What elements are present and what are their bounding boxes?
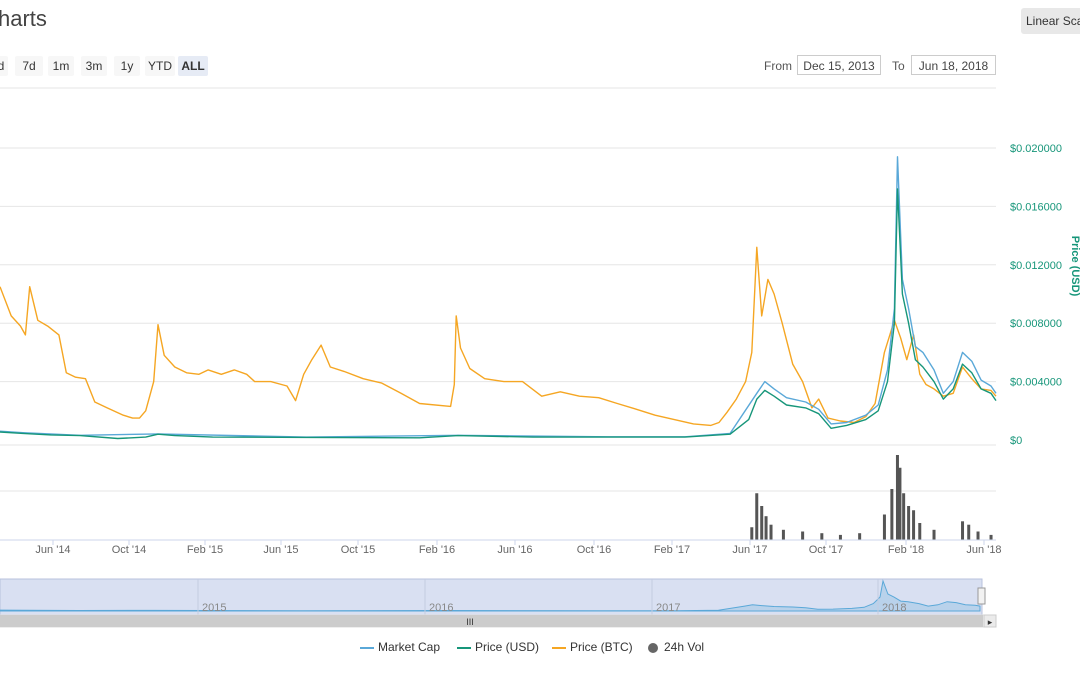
- navigator-years: 2015 2016 2017 2018: [197, 579, 906, 615]
- volume-bar: [932, 529, 936, 540]
- zoom-3m-button[interactable]: 3m: [81, 56, 107, 76]
- x-tick-label: Jun '16: [497, 544, 532, 556]
- chevron-right-icon[interactable]: ▸: [988, 617, 993, 627]
- to-label: To: [892, 59, 905, 73]
- y-axis-ticks: $0 $0.004000 $0.008000 $0.012000 $0.016000 $0…: [1010, 143, 1062, 447]
- volume-bar: [838, 534, 842, 540]
- x-axis-ticks: Jun '14 Oct '14 Feb '15 Jun '15 Oct '15 Feb '…: [35, 540, 1002, 556]
- x-tick-label: Oct '16: [577, 544, 612, 556]
- volume-bar: [858, 533, 862, 540]
- zoom-1m-button[interactable]: 1m: [48, 56, 74, 76]
- volume-bars: [750, 455, 993, 540]
- legend-24h-vol[interactable]: 24h Vol: [648, 640, 704, 654]
- linear-scale-button[interactable]: Linear Scale: [1021, 8, 1080, 34]
- navigator-year-label: 2018: [882, 602, 906, 614]
- volume-bar: [769, 524, 773, 540]
- y-tick-label: $0.020000: [1010, 143, 1062, 155]
- navigator-year-label: 2015: [202, 602, 226, 614]
- zoom-all-button[interactable]: ALL: [178, 56, 208, 76]
- volume-bar: [801, 531, 805, 540]
- x-tick-label: Feb '17: [654, 544, 690, 556]
- line-swatch-icon: [457, 646, 471, 649]
- zoom-1y-button[interactable]: 1y: [114, 56, 140, 76]
- y-tick-label: $0.008000: [1010, 318, 1062, 330]
- volume-bar: [890, 489, 894, 540]
- volume-bar: [760, 506, 764, 540]
- legend-price-usd[interactable]: Price (USD): [457, 640, 539, 654]
- gridlines: [0, 87, 996, 446]
- volume-bar: [918, 523, 922, 540]
- dot-swatch-icon: [648, 642, 658, 653]
- scrollbar-right-button[interactable]: [983, 614, 997, 628]
- volume-bar: [882, 514, 886, 540]
- navigator-line: [0, 579, 981, 612]
- x-tick-label: Oct '14: [112, 544, 147, 556]
- navigator-right-handle[interactable]: [977, 587, 986, 605]
- page-title: harts: [0, 6, 47, 31]
- chart-legend: Market Cap Price (USD) Price (BTC) 24h V…: [0, 640, 1080, 658]
- navigator-year-label: 2016: [429, 602, 453, 614]
- series-line-price-usd: [0, 188, 997, 440]
- volume-bar: [967, 524, 971, 540]
- line-swatch-icon: [360, 646, 374, 649]
- volume-bar: [902, 493, 906, 540]
- series-lines: [0, 156, 997, 440]
- legend-price-btc[interactable]: Price (BTC): [552, 640, 633, 654]
- x-tick-label: Jun '15: [263, 544, 298, 556]
- volume-bar: [820, 533, 824, 540]
- volume-bar: [781, 529, 785, 540]
- y-tick-label: $0.004000: [1010, 377, 1062, 389]
- legend-market-cap[interactable]: Market Cap: [360, 640, 440, 654]
- line-swatch-icon: [552, 646, 566, 649]
- volume-bar: [989, 534, 993, 540]
- volume-bar: [912, 510, 916, 540]
- volume-bar: [755, 493, 759, 540]
- volume-bar: [764, 516, 768, 540]
- x-tick-label: Jun '17: [732, 544, 767, 556]
- volume-bar: [750, 527, 754, 540]
- volume-bar: [976, 531, 980, 540]
- x-tick-label: Jun '14: [35, 544, 70, 556]
- x-tick-label: Feb '18: [888, 544, 924, 556]
- y-axis-title: Price (USD): [1069, 236, 1080, 297]
- x-tick-label: Feb '16: [419, 544, 455, 556]
- x-tick-label: Jun '18: [966, 544, 1001, 556]
- zoom-7d-button[interactable]: 7d: [15, 56, 43, 76]
- volume-bar: [895, 455, 899, 540]
- y-tick-label: $0.016000: [1010, 201, 1062, 213]
- volume-bar: [907, 506, 911, 540]
- zoom-ytd-button[interactable]: YTD: [145, 56, 175, 76]
- navigator-scrollbar[interactable]: III ▸: [0, 614, 997, 628]
- x-tick-label: Feb '15: [187, 544, 223, 556]
- x-tick-label: Oct '15: [341, 544, 376, 556]
- y-tick-label: $0.012000: [1010, 260, 1062, 272]
- from-label: From: [764, 59, 792, 73]
- x-tick-label: Oct '17: [809, 544, 844, 556]
- navigator[interactable]: 2015 2016 2017 2018: [0, 578, 986, 616]
- volume-bar: [961, 521, 965, 540]
- to-date-input[interactable]: Jun 18, 2018: [911, 55, 996, 75]
- series-line-market-cap: [0, 156, 997, 438]
- navigator-year-label: 2017: [656, 602, 680, 614]
- y-tick-label: $0: [1010, 435, 1022, 447]
- volume-bar: [898, 467, 902, 540]
- series-line-price-btc: [0, 246, 997, 427]
- zoom-1d-button[interactable]: d: [0, 56, 8, 76]
- from-date-input[interactable]: Dec 15, 2013: [797, 55, 881, 75]
- scrollbar-thumb[interactable]: [0, 615, 983, 627]
- scrollbar-grip: III: [466, 617, 474, 627]
